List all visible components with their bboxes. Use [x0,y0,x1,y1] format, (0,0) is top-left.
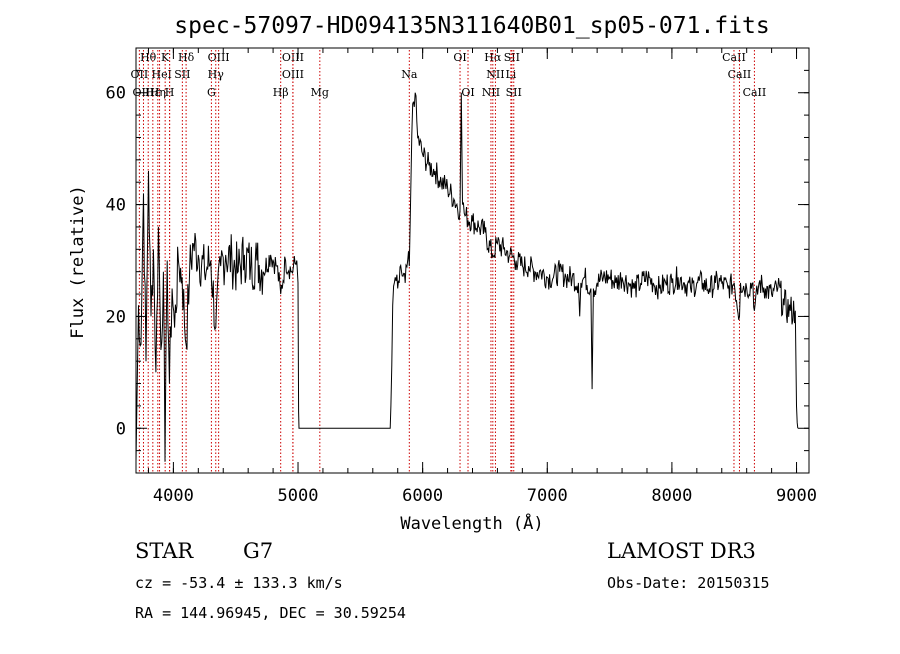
marker-label-3: OIII [208,51,230,64]
plot-area [136,92,799,462]
marker-label-12: SII [174,68,190,81]
marker-label-29: CaII [743,86,767,99]
marker-label-24: Hβ [273,86,289,99]
coordinates: RA = 144.96945, DEC = 30.59254 [135,604,406,622]
marker-label-2: Hδ [178,51,195,64]
marker-label-10: He [152,68,168,81]
survey-name: LAMOST DR3 [607,539,756,563]
marker-label-25: Mg [311,86,329,99]
x-tick-label-6000: 6000 [402,486,443,506]
marker-label-23: G [207,86,216,99]
marker-label-7: SII [504,51,520,64]
marker-label-15: Na [401,68,418,81]
marker-label-28: SII [506,86,522,99]
x-tick-label-8000: 8000 [651,486,692,506]
marker-label-16: NII [486,68,504,81]
marker-label-14: OIII [282,68,304,81]
x-tick-label-9000: 9000 [776,486,817,506]
object-subclass: G7 [243,539,274,563]
marker-label-20: Hε [145,86,161,99]
marker-label-1: K [161,51,170,64]
y-axis-label: Flux (relative) [68,185,88,339]
marker-label-21: Hη [150,86,166,99]
y-tick-label-60: 60 [106,84,126,104]
marker-label-18: CaII [728,68,752,81]
spectrum-line [136,92,799,462]
x-tick-label-7000: 7000 [527,486,568,506]
object-class: STAR [135,539,194,563]
marker-label-17: Li [505,68,516,81]
marker-label-13: Hγ [208,68,225,81]
marker-label-22: H [165,86,175,99]
obs-date: Obs-Date: 20150315 [607,574,770,592]
x-axis-label: Wavelength (Å) [400,512,543,534]
y-tick-label-20: 20 [106,307,126,327]
marker-label-27: NII [482,86,500,99]
marker-label-5: OI [453,51,466,64]
redshift-text: cz = -53.4 ± 133.3 km/s [135,574,343,592]
axes: 4000 5000 6000 7000 8000 9000 0 20 40 60 [106,47,817,506]
chart-title: spec-57097-HD094135N311640B01_sp05-071.f… [174,13,769,39]
x-tick-label-5000: 5000 [278,486,319,506]
x-tick-label-4000: 4000 [153,486,194,506]
marker-label-26: OI [461,86,474,99]
y-tick-label-40: 40 [106,196,126,216]
marker-label-6: Hα [484,51,502,64]
y-tick-label-0: 0 [116,419,126,439]
marker-label-8: CaII [722,51,746,64]
